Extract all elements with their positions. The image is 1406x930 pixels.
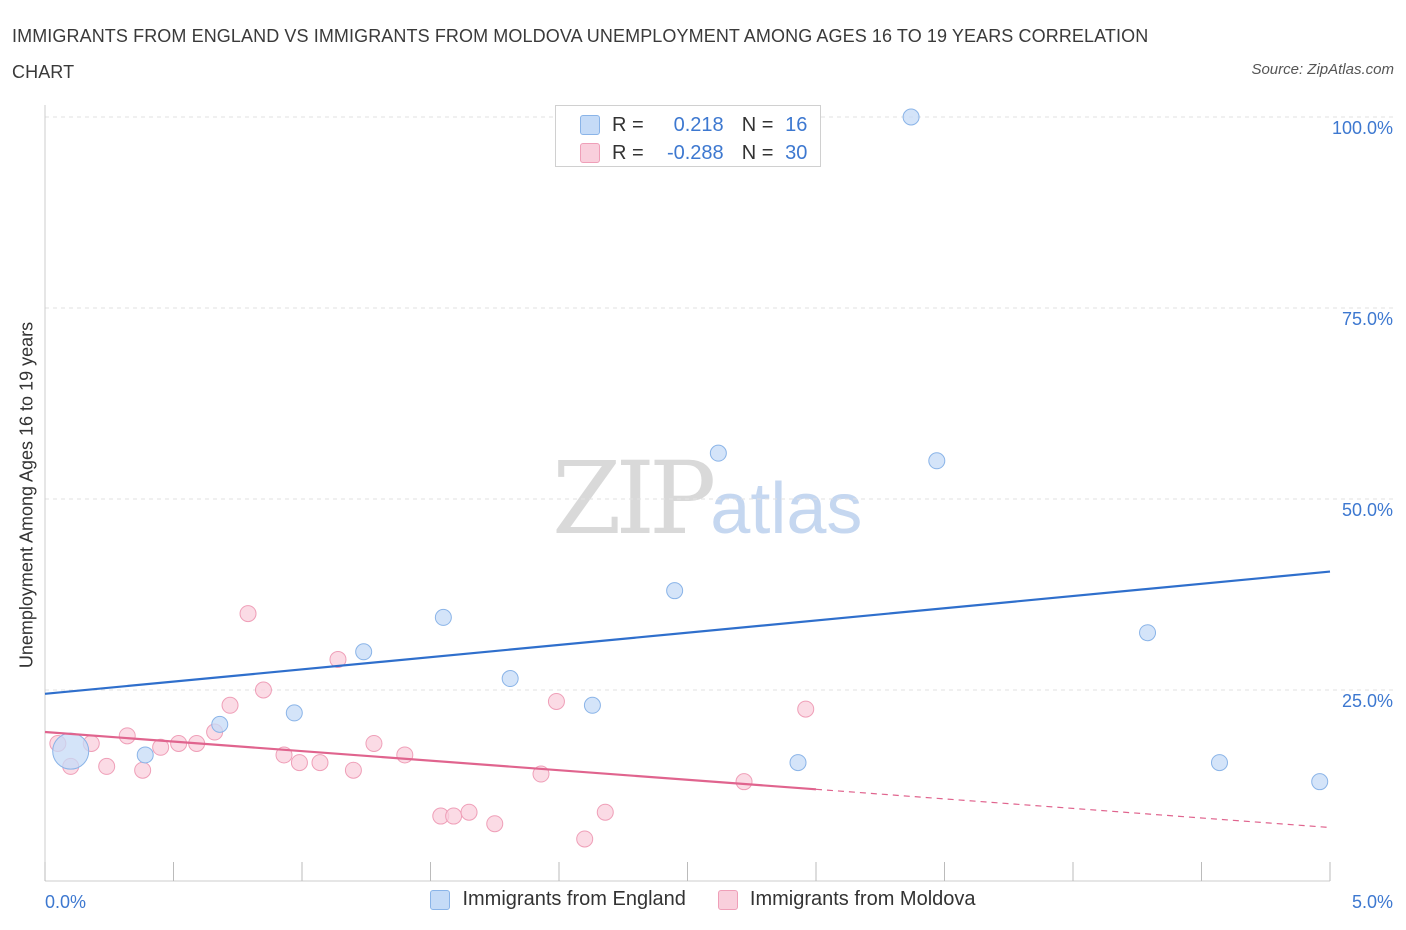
moldova-point-10 <box>221 696 239 714</box>
moldova-n-value: 30 <box>785 141 808 164</box>
y-tick-label-3: 100.0% <box>1332 118 1393 138</box>
moldova-point-15 <box>311 754 329 772</box>
england-point-11 <box>902 108 920 126</box>
moldova-point-11 <box>239 605 257 623</box>
england-point-12 <box>928 452 946 470</box>
england-point-4 <box>355 643 373 661</box>
moldova-point-5 <box>134 761 152 779</box>
england-point-1 <box>136 746 154 764</box>
england-point-9 <box>709 444 727 462</box>
moldova-point-27 <box>596 803 614 821</box>
moldova-point-4 <box>118 727 136 745</box>
moldova-point-25 <box>547 692 565 710</box>
england-n-value: 16 <box>785 113 808 136</box>
bottom-england-label: Immigrants from England <box>462 888 686 910</box>
moldova-trend-line <box>44 730 817 791</box>
bottom-moldova-label: Immigrants from Moldova <box>749 888 976 910</box>
england-point-2 <box>211 715 229 733</box>
moldova-point-6 <box>152 738 170 756</box>
moldova-point-28 <box>735 773 753 791</box>
england-trend-line <box>44 570 1331 695</box>
x-tick-label-0: 0.0% <box>45 892 86 912</box>
moldova-point-12 <box>254 681 272 699</box>
england-point-0 <box>52 732 90 770</box>
legend-row-england: R = 0.218 N = 16 <box>580 111 807 139</box>
legend-row-moldova: R = -0.288 N = 30 <box>580 139 807 167</box>
england-point-3 <box>285 704 303 722</box>
england-point-13 <box>1139 624 1157 642</box>
moldova-point-17 <box>344 761 362 779</box>
moldova-swatch <box>580 143 600 163</box>
bottom-legend-england: Immigrants from England <box>430 888 686 911</box>
moldova-point-22 <box>460 803 478 821</box>
england-point-14 <box>1210 754 1228 772</box>
moldova-point-18 <box>365 734 383 752</box>
moldova-r-value: -0.288 <box>666 141 724 164</box>
moldova-point-7 <box>170 734 188 752</box>
y-tick-label-1: 50.0% <box>1342 500 1393 520</box>
moldova-point-16 <box>329 650 347 668</box>
england-point-6 <box>501 670 519 688</box>
england-point-5 <box>434 608 452 626</box>
source-label: Source: ZipAtlas.com <box>1251 61 1394 78</box>
england-point-10 <box>789 754 807 772</box>
moldova-point-26 <box>576 830 594 848</box>
watermark-atlas: atlas <box>710 469 863 549</box>
moldova-trend-line-dashed <box>815 788 1331 829</box>
correlation-legend: R = 0.218 N = 16 R = -0.288 N = 30 <box>555 105 821 167</box>
england-r-label: R = <box>612 113 644 136</box>
moldova-point-23 <box>486 815 504 833</box>
england-point-15 <box>1311 773 1329 791</box>
bottom-england-swatch <box>430 889 451 910</box>
watermark: ZIPatlas <box>552 440 862 557</box>
moldova-point-29 <box>797 700 815 718</box>
moldova-point-21 <box>445 807 463 825</box>
bottom-legend: Immigrants from England Immigrants from … <box>0 888 1406 911</box>
moldova-point-19 <box>396 746 414 764</box>
moldova-r-label: R = <box>612 141 644 164</box>
england-point-8 <box>666 582 684 600</box>
moldova-point-3 <box>98 757 116 775</box>
england-point-7 <box>583 696 601 714</box>
england-n-label: N = <box>741 113 774 136</box>
y-axis-label: Unemployment Among Ages 16 to 19 years <box>16 321 37 669</box>
y-tick-label-0: 25.0% <box>1342 691 1393 711</box>
moldova-point-14 <box>290 754 308 772</box>
england-r-value: 0.218 <box>673 113 724 136</box>
bottom-moldova-swatch <box>717 889 738 910</box>
bottom-legend-moldova: Immigrants from Moldova <box>717 888 976 911</box>
y-tick-label-2: 75.0% <box>1342 309 1393 329</box>
moldova-n-label: N = <box>741 141 774 164</box>
england-swatch <box>580 115 600 135</box>
chart-title: IMMIGRANTS FROM ENGLAND VS IMMIGRANTS FR… <box>12 26 1149 82</box>
x-tick-label-1: 5.0% <box>1352 892 1393 912</box>
